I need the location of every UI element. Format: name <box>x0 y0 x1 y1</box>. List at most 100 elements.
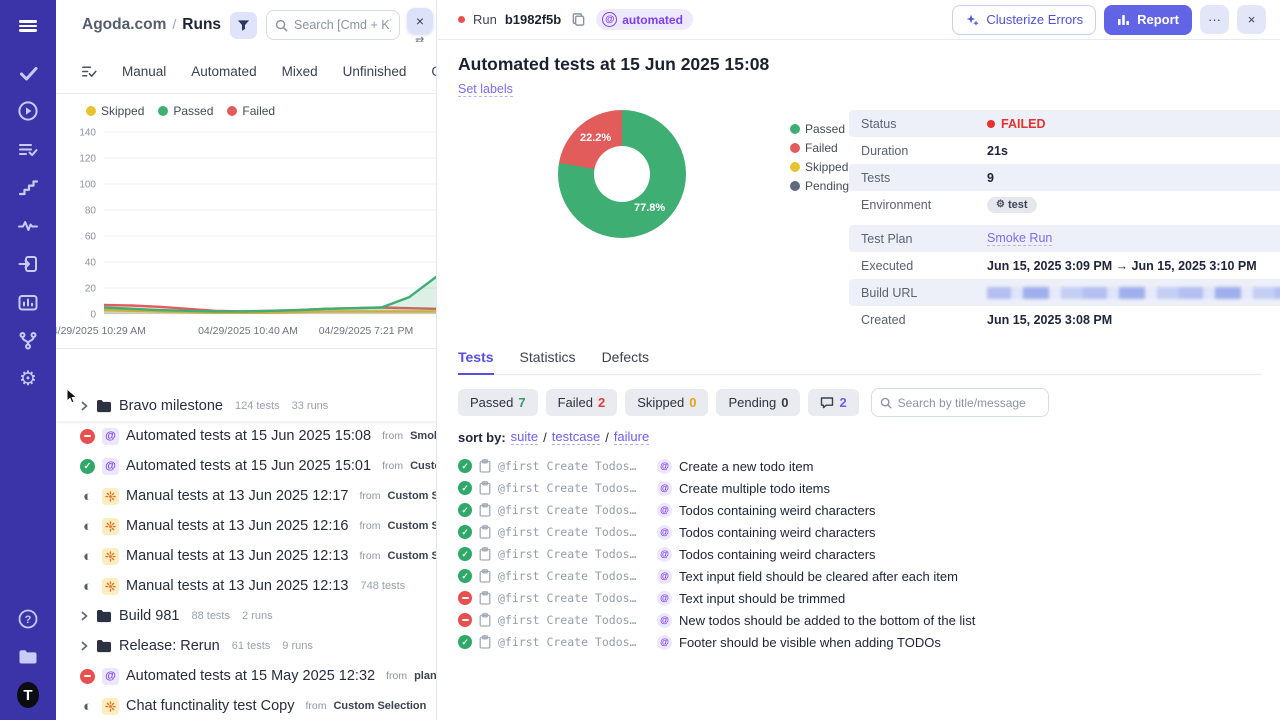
filter-chip-passed[interactable]: Passed 7 <box>458 389 538 416</box>
clipboard-icon <box>479 591 491 605</box>
legend-dot <box>790 124 800 134</box>
test-list-item[interactable]: ✓ @first Create Todos… @ Todos containing w… <box>458 521 1262 543</box>
menu-icon[interactable] <box>17 15 39 37</box>
tab-tests[interactable]: Tests <box>458 349 494 375</box>
runs-folder-row[interactable]: Release: Rerun 61 tests 9 runs <box>56 631 436 661</box>
filter-chip-failed[interactable]: Failed 2 <box>545 389 618 416</box>
runs-icon[interactable] <box>17 100 39 122</box>
runs-folder-row[interactable]: Build 981 88 tests 2 runs <box>56 601 436 631</box>
legend-item: Passed <box>158 104 213 118</box>
run-list-item[interactable]: ◐ Manual tests at 13 Jun 2025 12:13 from Cu… <box>56 541 436 571</box>
tab-mixed[interactable]: Mixed <box>281 64 318 79</box>
filter-chip-pending[interactable]: Pending 0 <box>716 389 801 416</box>
tab-manual[interactable]: Manual <box>122 64 167 79</box>
detail-value: Smoke Run <box>987 231 1053 246</box>
test-list-item[interactable]: @first Create Todos… @ Text input should b… <box>458 587 1262 609</box>
report-button[interactable]: Report <box>1104 4 1192 35</box>
detail-value: 9 <box>987 170 994 185</box>
filter-chip-count: 0 <box>781 395 789 410</box>
panel-close-button[interactable]: × <box>407 8 433 34</box>
sparkles-icon <box>965 13 979 27</box>
chevron-right-icon[interactable] <box>80 611 89 621</box>
import-icon[interactable] <box>17 253 39 275</box>
sort-by-testcase[interactable]: testcase <box>551 429 601 445</box>
test-list-item[interactable]: @first Create Todos… @ New todos should be… <box>458 609 1262 631</box>
test-plan-link[interactable]: Smoke Run <box>987 231 1053 246</box>
filter-chip-comments[interactable]: 2 <box>808 389 859 416</box>
clipboard-icon <box>479 503 491 517</box>
tasks-icon[interactable] <box>17 62 39 84</box>
clusterize-errors-button[interactable]: Clusterize Errors <box>952 4 1097 35</box>
run-source: Custom Selection <box>410 460 436 472</box>
failed-status-icon <box>80 668 95 684</box>
breadcrumb: Agoda.com / Runs <box>82 16 221 34</box>
run-list-item[interactable]: ✓ @ Automated tests at 15 Jun 2025 15:01 fr… <box>56 451 436 481</box>
runs-search-input[interactable] <box>294 18 391 32</box>
folder-tests-count: 88 tests <box>191 610 230 622</box>
tab-automated[interactable]: Automated <box>191 64 257 79</box>
legend-dot <box>790 143 800 153</box>
test-list-item[interactable]: ✓ @first Create Todos… @ Create a new todo … <box>458 455 1262 477</box>
run-list-item[interactable]: ◐ Manual tests at 13 Jun 2025 12:16 from Cu… <box>56 511 436 541</box>
test-list-item[interactable]: ✓ @first Create Todos… @ Todos containing w… <box>458 499 1262 521</box>
test-suite-path: @first Create Todos… <box>498 547 637 561</box>
run-from-label: from <box>382 460 404 472</box>
suites-icon[interactable] <box>17 139 39 161</box>
tab-groups[interactable]: Groups <box>431 64 436 79</box>
analytics-icon[interactable] <box>17 292 39 314</box>
run-list-item[interactable]: ◐ Manual tests at 13 Jun 2025 12:17 from Cu… <box>56 481 436 511</box>
more-actions-button[interactable]: ··· <box>1200 5 1229 34</box>
chevron-right-icon[interactable] <box>80 401 89 411</box>
folder-tests-count: 124 tests <box>234 400 280 412</box>
automated-badge[interactable]: @ automated <box>596 9 693 30</box>
chevron-right-icon[interactable] <box>80 641 89 651</box>
run-list-item[interactable]: ◐ Manual tests at 13 Jun 2025 12:13 748 te… <box>56 571 436 601</box>
tab-unfinished[interactable]: Unfinished <box>342 64 407 79</box>
run-list-item[interactable]: ◐ Chat functinality test Copy from Custom S… <box>56 691 436 720</box>
detail-label: Test Plan <box>861 231 913 246</box>
test-list-item[interactable]: ✓ @first Create Todos… @ Text input field s… <box>458 565 1262 587</box>
activity-icon[interactable] <box>17 215 39 237</box>
detail-label: Environment <box>861 197 932 212</box>
select-runs-icon[interactable] <box>80 63 97 80</box>
in-progress-status-icon: ◐ <box>82 547 93 565</box>
sort-by-suite[interactable]: suite <box>510 429 539 445</box>
collapse-handle-icon[interactable]: ⇄ <box>415 36 425 42</box>
run-source: Custom Selection <box>387 520 437 532</box>
passed-status-icon: ✓ <box>458 635 472 649</box>
runs-folder-row[interactable]: Bravo milestone 124 tests 33 runs <box>56 391 436 421</box>
test-list-item[interactable]: ✓ @first Create Todos… @ Create multiple to… <box>458 477 1262 499</box>
sort-by-failure[interactable]: failure <box>613 429 650 445</box>
legend-dot <box>158 106 169 116</box>
legend-item: Pending <box>790 179 849 193</box>
detail-label: Created <box>861 312 906 327</box>
run-title: Automated tests at 15 May 2025 12:32 <box>126 668 376 684</box>
breadcrumb-project[interactable]: Agoda.com <box>82 16 167 33</box>
filter-chip-skipped[interactable]: Skipped 0 <box>625 389 709 416</box>
automated-test-icon: @ <box>657 524 672 540</box>
tests-search-input[interactable] <box>897 395 1040 410</box>
automated-test-icon: @ <box>657 590 672 606</box>
milestones-icon[interactable] <box>17 177 39 199</box>
test-list-item[interactable]: ✓ @first Create Todos… @ Footer should be v… <box>458 631 1262 653</box>
copy-run-id-button[interactable] <box>569 10 588 29</box>
settings-icon[interactable]: ⚙ <box>19 368 37 390</box>
branches-icon[interactable] <box>17 330 39 352</box>
close-run-button[interactable]: × <box>1237 5 1266 34</box>
projects-icon[interactable] <box>17 646 39 668</box>
test-list-item[interactable]: ✓ @first Create Todos… @ Todos containing w… <box>458 543 1262 565</box>
testomat-logo[interactable]: T <box>17 682 39 708</box>
passed-status-icon: ✓ <box>458 547 472 561</box>
tab-defects[interactable]: Defects <box>601 349 650 365</box>
filter-button[interactable] <box>230 11 258 39</box>
test-title: Create multiple todo items <box>679 480 831 496</box>
failed-status-icon <box>458 613 472 627</box>
run-list-item[interactable]: @ Automated tests at 15 Jun 2025 15:08 fro… <box>56 421 436 451</box>
tab-statistics[interactable]: Statistics <box>519 349 576 365</box>
breadcrumb-section[interactable]: Runs <box>182 16 222 33</box>
run-list-item[interactable]: @ Automated tests at 15 May 2025 12:32 fro… <box>56 661 436 691</box>
set-labels-link[interactable]: Set labels <box>458 82 513 97</box>
help-icon[interactable]: ? <box>17 608 39 630</box>
run-title: Manual tests at 13 Jun 2025 12:17 <box>126 488 349 504</box>
app-sidebar: ⚙ ? T <box>0 0 56 720</box>
